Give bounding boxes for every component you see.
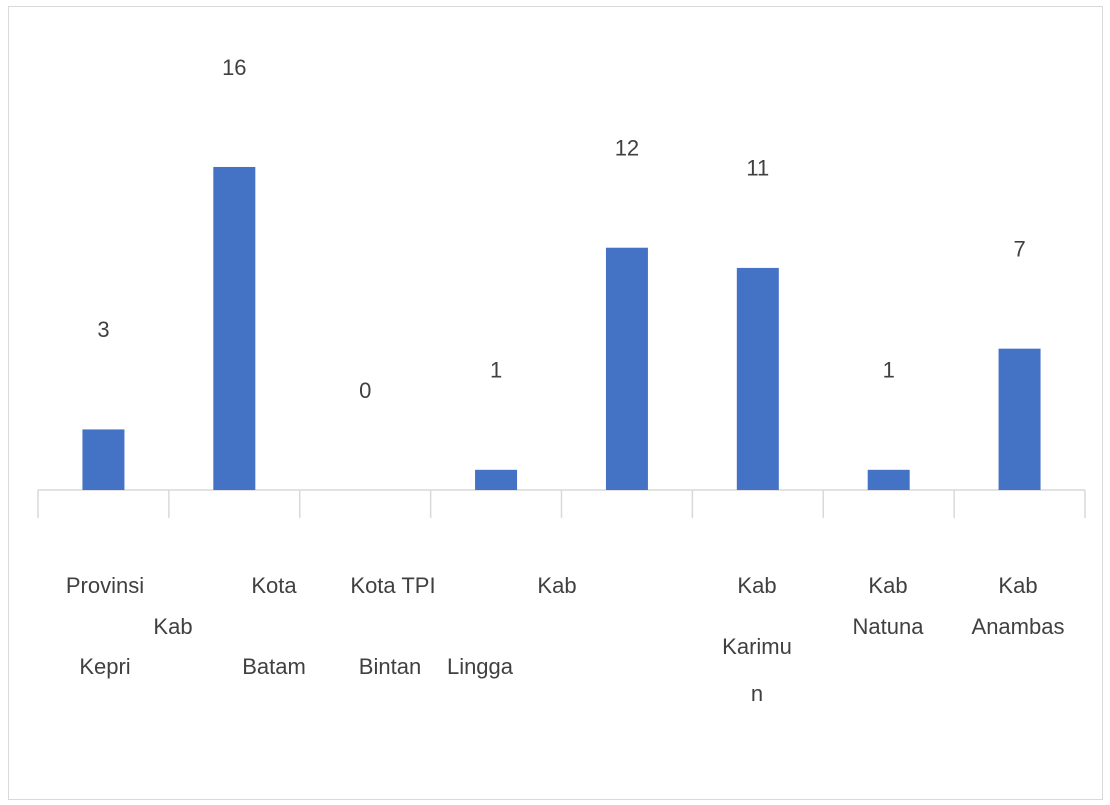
x-tick-label: Kota — [251, 573, 297, 598]
x-tick-label: Provinsi — [66, 573, 144, 598]
bar — [82, 429, 125, 490]
data-label: 12 — [615, 136, 639, 161]
x-tick-label: Kab — [737, 573, 776, 598]
x-tick-label: Kab — [153, 614, 192, 639]
x-tick-label: n — [751, 681, 763, 706]
data-label: 3 — [97, 317, 109, 342]
x-tick-label: Kota TPI — [350, 573, 435, 598]
x-tick-label: Kab — [998, 573, 1037, 598]
bar — [867, 469, 910, 490]
bar — [605, 247, 648, 490]
x-tick-label: Bintan — [359, 654, 421, 679]
x-tick-label: Kab — [868, 573, 907, 598]
bar — [736, 267, 779, 490]
data-label: 11 — [746, 156, 769, 181]
data-label: 7 — [1013, 236, 1025, 261]
data-label: 16 — [222, 55, 246, 80]
data-label: 0 — [359, 378, 371, 403]
bar — [998, 348, 1041, 490]
bar — [213, 166, 256, 490]
x-tick-label: Kab — [537, 573, 576, 598]
bar — [475, 469, 518, 490]
x-tick-label: Natuna — [853, 614, 925, 639]
x-tick-label: Lingga — [447, 654, 514, 679]
x-tick-label: Anambas — [972, 614, 1065, 639]
x-tick-label: Batam — [242, 654, 306, 679]
data-label: 1 — [883, 358, 895, 383]
x-tick-label: Karimu — [722, 634, 792, 659]
chart-border — [8, 6, 1103, 800]
x-tick-label: Kepri — [79, 654, 130, 679]
data-label: 1 — [490, 358, 502, 383]
